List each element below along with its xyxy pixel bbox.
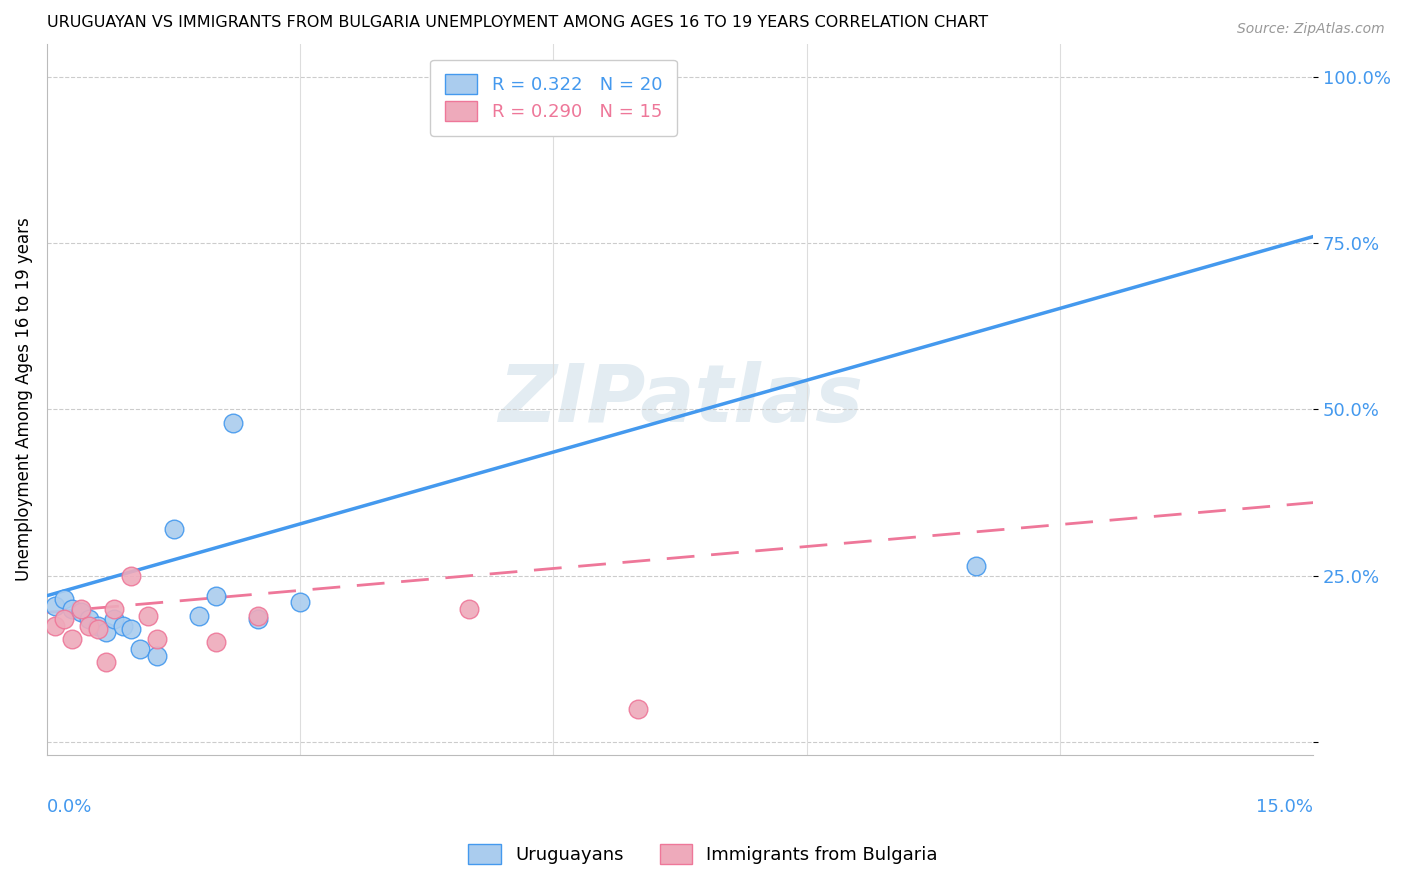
Y-axis label: Unemployment Among Ages 16 to 19 years: Unemployment Among Ages 16 to 19 years: [15, 218, 32, 582]
Legend: R = 0.322   N = 20, R = 0.290   N = 15: R = 0.322 N = 20, R = 0.290 N = 15: [430, 60, 676, 136]
Point: [204, 635, 226, 649]
Point: [246, 612, 269, 626]
Point: [288, 595, 311, 609]
Text: ZIPatlas: ZIPatlas: [498, 360, 863, 439]
Point: [103, 612, 125, 626]
Point: [458, 83, 481, 97]
Point: [44, 618, 66, 632]
Point: [94, 655, 117, 669]
Point: [86, 622, 108, 636]
Text: Source: ZipAtlas.com: Source: ZipAtlas.com: [1237, 22, 1385, 37]
Point: [69, 605, 91, 619]
Point: [145, 648, 167, 663]
Point: [145, 632, 167, 646]
Point: [77, 612, 100, 626]
Point: [204, 589, 226, 603]
Legend: Uruguayans, Immigrants from Bulgaria: Uruguayans, Immigrants from Bulgaria: [454, 830, 952, 879]
Point: [627, 702, 650, 716]
Point: [103, 602, 125, 616]
Point: [162, 522, 184, 536]
Point: [965, 558, 987, 573]
Point: [69, 602, 91, 616]
Text: 15.0%: 15.0%: [1257, 798, 1313, 816]
Point: [77, 618, 100, 632]
Point: [44, 599, 66, 613]
Text: URUGUAYAN VS IMMIGRANTS FROM BULGARIA UNEMPLOYMENT AMONG AGES 16 TO 19 YEARS COR: URUGUAYAN VS IMMIGRANTS FROM BULGARIA UN…: [46, 15, 988, 30]
Point: [52, 592, 75, 607]
Point: [52, 612, 75, 626]
Point: [60, 602, 83, 616]
Point: [120, 568, 142, 582]
Point: [94, 625, 117, 640]
Point: [60, 632, 83, 646]
Point: [458, 602, 481, 616]
Point: [246, 608, 269, 623]
Point: [111, 618, 134, 632]
Point: [120, 622, 142, 636]
Point: [136, 608, 159, 623]
Point: [86, 618, 108, 632]
Point: [187, 608, 209, 623]
Point: [128, 641, 150, 656]
Text: 0.0%: 0.0%: [46, 798, 93, 816]
Point: [221, 416, 243, 430]
